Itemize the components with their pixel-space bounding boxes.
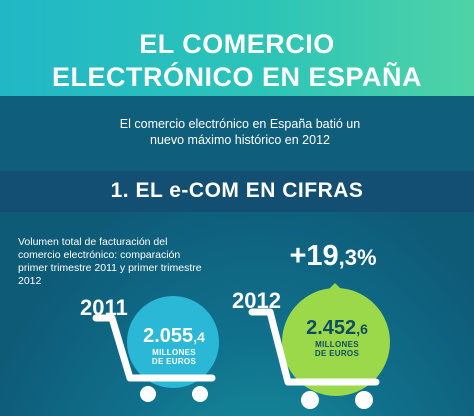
value-2012: 2.452,6 MILLONES DE EUROS (282, 317, 392, 358)
value-2011-main: 2.055 (143, 325, 194, 347)
section-bar (0, 171, 474, 212)
unit-2012-line-1: MILLONES (315, 340, 359, 349)
unit-2011-line-1: MILLONES (152, 348, 196, 357)
growth-prefix: + (289, 240, 307, 272)
growth-percentage: +19,3% (258, 240, 408, 273)
intro-line-2: nuevo máximo histórico en 2012 (150, 133, 330, 147)
unit-2011-line-2: DE EUROS (151, 357, 197, 366)
circle-2011 (127, 296, 219, 388)
growth-value: 19 (306, 240, 339, 272)
title-line-2: ELECTRÓNICO EN ESPAÑA (51, 62, 423, 92)
cart-2012-icon (248, 288, 390, 409)
circle-2012 (282, 288, 390, 396)
page-title: EL COMERCIO ELECTRÓNICO EN ESPAÑA (0, 28, 474, 94)
header-banner (0, 0, 474, 96)
value-2011: 2.055,4 MILLONES DE EUROS (124, 325, 224, 366)
growth-decimal: ,3% (338, 245, 377, 270)
title-line-1: EL COMERCIO (139, 29, 335, 59)
cart-2011-icon (92, 296, 219, 402)
intro-band (0, 96, 474, 170)
description-text: Volumen total de facturación del comerci… (18, 236, 202, 287)
value-2012-decimal: ,6 (356, 321, 368, 337)
figures-panel (0, 212, 474, 416)
value-2012-main: 2.452 (306, 317, 357, 339)
intro-line-1: El comercio electrónico en España batió … (119, 117, 361, 131)
year-label-2011: 2011 (80, 295, 128, 320)
value-2011-decimal: ,4 (193, 329, 205, 345)
intro-text: El comercio electrónico en España batió … (90, 116, 390, 148)
section-title: 1. EL e-COM EN CIFRAS (110, 179, 364, 202)
unit-2012-line-2: DE EUROS (314, 349, 360, 358)
year-label-2012: 2012 (232, 288, 281, 313)
